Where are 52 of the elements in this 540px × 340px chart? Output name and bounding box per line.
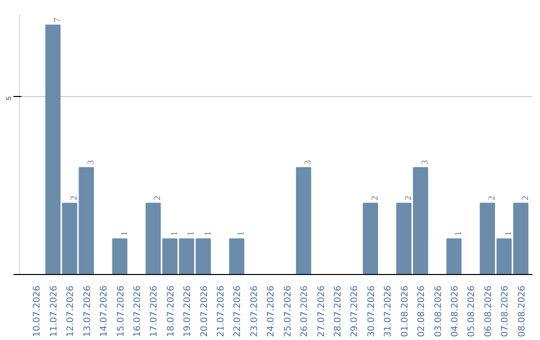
x-tick-label: 12.07.2026	[66, 285, 76, 338]
data-label: 3	[420, 160, 430, 165]
x-tick-label: 28.07.2026	[333, 285, 344, 338]
data-label: 2	[152, 196, 162, 200]
data-label: 1	[236, 231, 246, 236]
x-tick-label: 23.07.2026	[250, 285, 260, 338]
x-tick-label: 26.07.2026	[300, 285, 310, 338]
x-tick-label: 25.07.2026	[283, 285, 294, 338]
x-tick-label: 10.07.2026	[32, 285, 43, 338]
x-tick-label: 01.08.2026	[400, 285, 410, 338]
data-label: 1	[168, 231, 179, 236]
bar	[362, 202, 378, 274]
x-tick-label: 31.07.2026	[384, 285, 394, 338]
data-label: 1	[452, 231, 463, 236]
x-tick-label: 06.08.2026	[484, 285, 494, 338]
data-label: 2	[68, 196, 79, 200]
data-label: 2	[520, 196, 530, 200]
x-tick-label: 21.07.2026	[216, 285, 227, 338]
x-tick-label: 29.07.2026	[350, 285, 360, 338]
bar	[112, 238, 128, 274]
x-tick-label: 07.08.2026	[500, 285, 511, 338]
data-label: 1	[202, 231, 212, 236]
x-tick-label: 11.07.2026	[49, 285, 60, 338]
data-label: 1	[503, 231, 514, 236]
data-label: 2	[486, 196, 496, 200]
data-label: 1	[186, 231, 196, 236]
bar	[229, 238, 244, 274]
x-tick-label: 18.07.2026	[166, 285, 176, 338]
data-label: 7	[52, 17, 62, 22]
x-tick-label: 13.07.2026	[82, 285, 93, 338]
x-tick-label: 16.07.2026	[132, 285, 143, 338]
x-tick-label: 19.07.2026	[183, 285, 194, 338]
x-tick-label: 20.07.2026	[200, 285, 210, 338]
x-tick-label: 14.07.2026	[100, 285, 110, 338]
data-label: 1	[118, 231, 129, 236]
x-tick-label: 03.08.2026	[434, 285, 444, 338]
x-tick-label: 15.07.2026	[116, 285, 126, 338]
bar	[296, 167, 312, 274]
x-tick-label: 24.07.2026	[266, 285, 277, 338]
x-tick-label: 30.07.2026	[366, 285, 377, 338]
x-tick-label: 05.08.2026	[467, 285, 478, 338]
data-label: 2	[369, 196, 380, 200]
bar	[446, 238, 462, 274]
x-tick-label: 17.07.2026	[150, 285, 160, 338]
x-tick-label: 04.08.2026	[450, 285, 460, 338]
data-label: 3	[302, 160, 313, 165]
x-tick-label: 08.08.2026	[517, 285, 528, 338]
data-label: 3	[85, 160, 96, 165]
x-tick-label: 27.07.2026	[316, 285, 327, 338]
x-tick-label: 22.07.2026	[233, 285, 244, 338]
data-label: 2	[402, 196, 413, 200]
x-tick-label: 02.08.2026	[417, 285, 428, 338]
